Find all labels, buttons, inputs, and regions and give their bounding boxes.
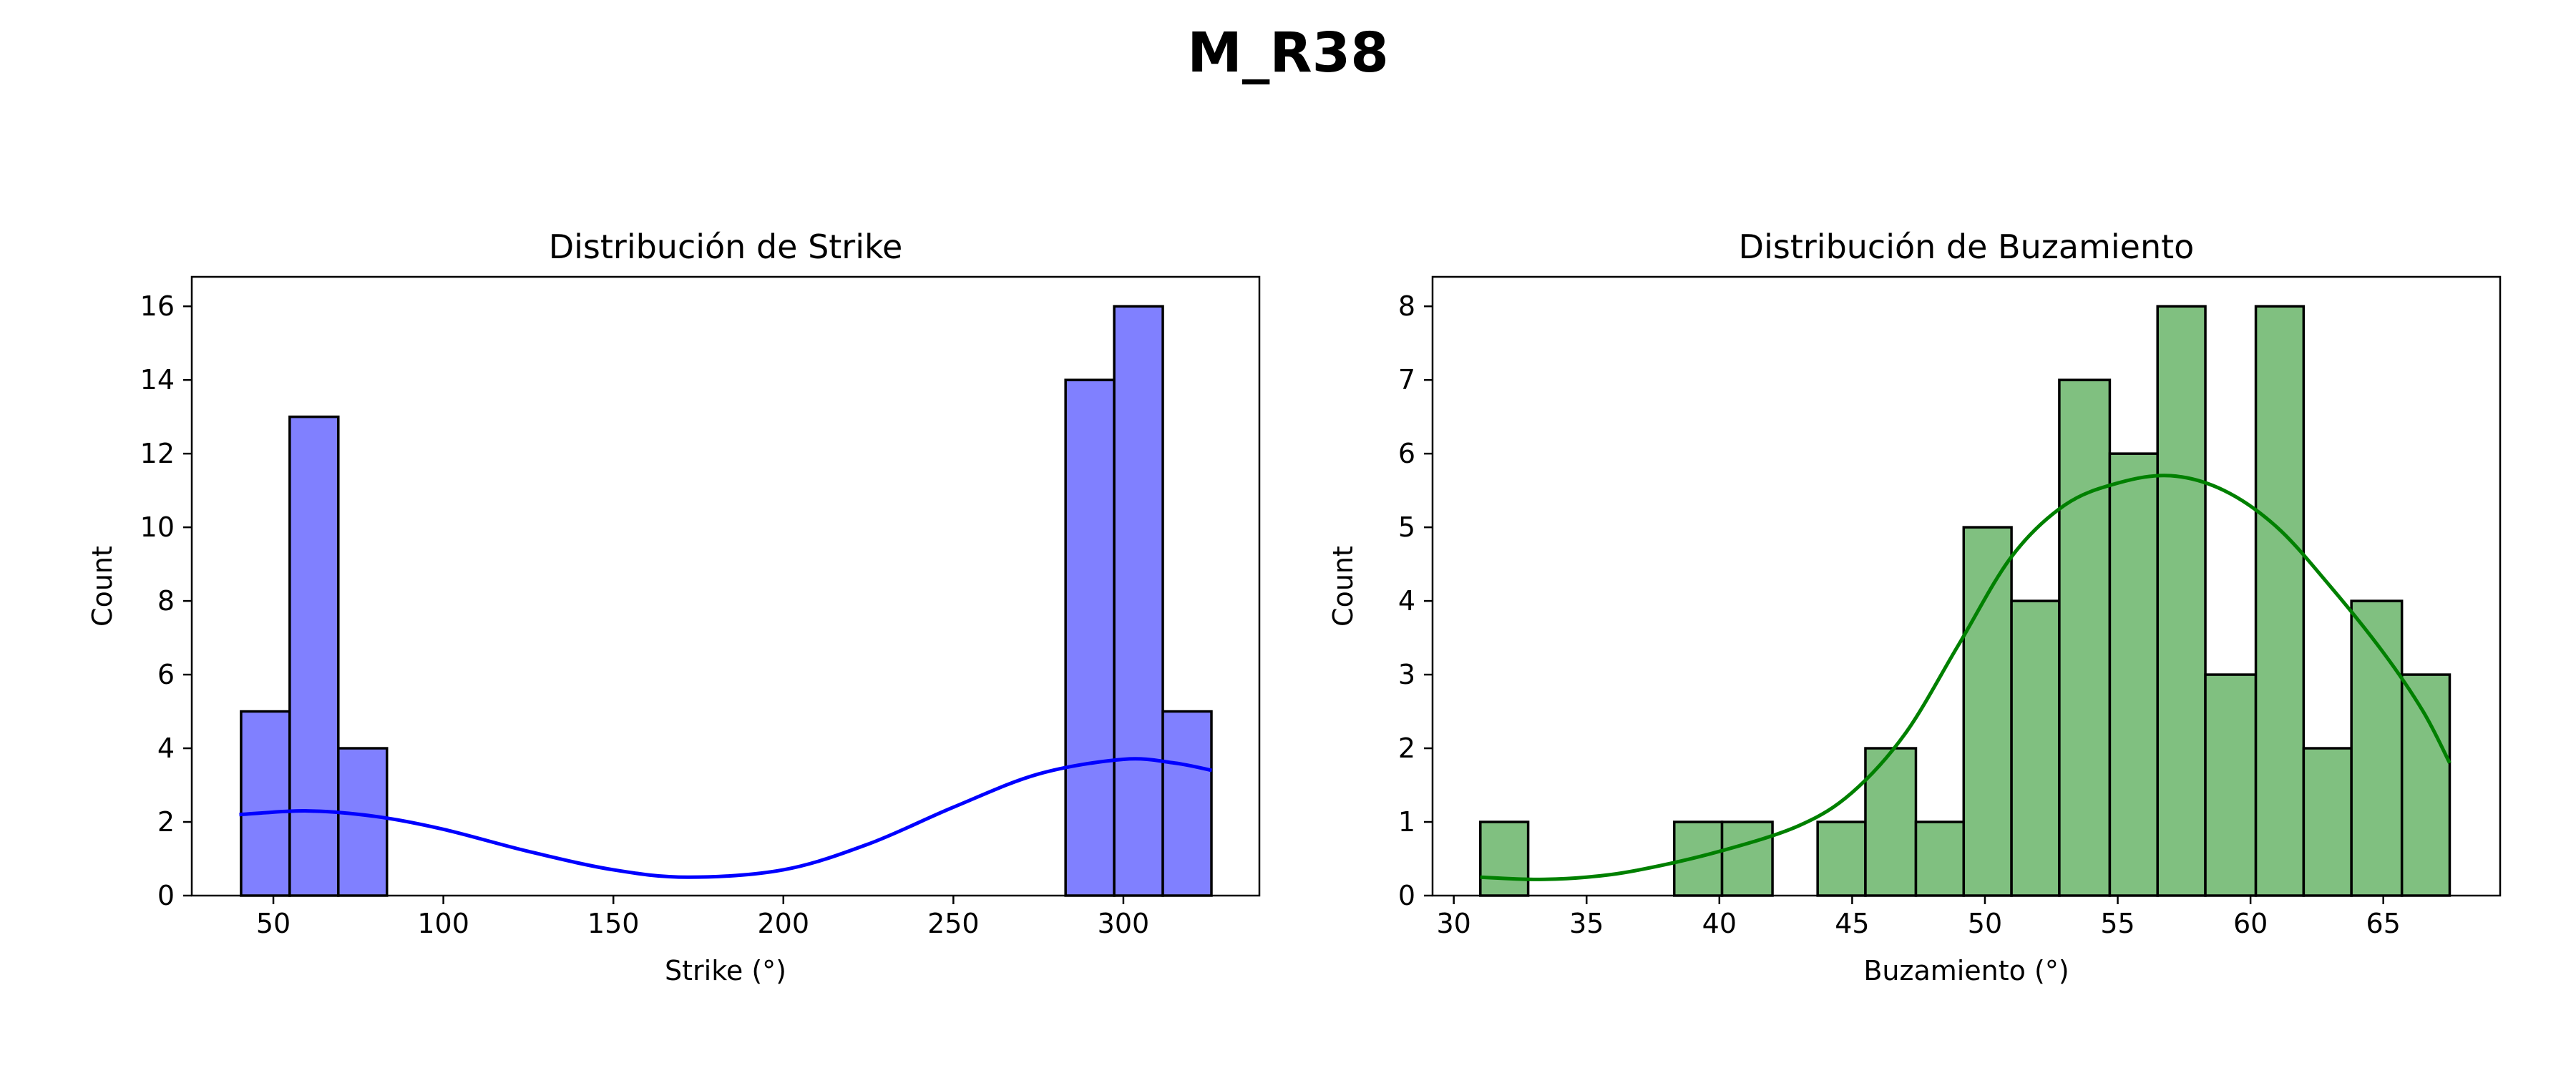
strike-histogram-panel: 50 100 150 200 250 300 0 2 4 6 8 10 12 14 16 Distribuci… xyxy=(87,227,1261,986)
strike-histogram-bar xyxy=(240,710,291,897)
strike-y-tick-label: 2 xyxy=(157,806,175,838)
buzamiento-y-tick-label: 1 xyxy=(1398,806,1415,838)
buzamiento-histogram-bar xyxy=(2204,673,2258,897)
buzamiento-histogram-bar xyxy=(1914,820,1966,897)
buzamiento-histogram-bar xyxy=(2156,305,2207,897)
buzamiento-x-tick-label: 55 xyxy=(2100,908,2135,939)
buzamiento-chart-title: Distribución de Buzamiento xyxy=(1739,227,2195,266)
strike-histogram-bar xyxy=(1064,378,1116,897)
strike-x-tick-label: 250 xyxy=(927,908,980,939)
buzamiento-y-tick-label: 4 xyxy=(1398,585,1415,617)
strike-y-tick-label: 8 xyxy=(157,585,175,617)
strike-y-tick-label: 0 xyxy=(157,880,175,911)
buzamiento-histogram-bar xyxy=(2108,452,2159,897)
buzamiento-histogram-bar xyxy=(2010,599,2061,897)
buzamiento-y-tick-label: 2 xyxy=(1398,733,1415,764)
buzamiento-histogram-bar xyxy=(1816,820,1867,897)
buzamiento-x-tick-label: 60 xyxy=(2233,908,2268,939)
strike-y-tick-label: 10 xyxy=(140,511,175,543)
buzamiento-histogram-bar xyxy=(2058,378,2112,897)
strike-y-tick-label: 12 xyxy=(140,438,175,469)
strike-y-tick-label: 16 xyxy=(140,290,175,322)
strike-histogram-bar xyxy=(288,415,340,897)
buzamiento-y-tick-label: 7 xyxy=(1398,364,1415,396)
figure-suptitle: M_R38 xyxy=(1187,21,1389,85)
buzamiento-x-tick-label: 65 xyxy=(2366,908,2401,939)
buzamiento-histogram-bar xyxy=(1479,820,1530,897)
buzamiento-y-tick-label: 6 xyxy=(1398,438,1415,469)
strike-y-tick-label: 4 xyxy=(157,733,175,764)
buzamiento-histogram-bar xyxy=(1962,526,2013,897)
strike-x-tick-label: 150 xyxy=(587,908,640,939)
buzamiento-y-tick-label: 0 xyxy=(1398,880,1415,911)
strike-x-axis-label: Strike (°) xyxy=(665,955,786,986)
strike-histogram-bar xyxy=(1161,710,1213,897)
buzamiento-histogram-bar xyxy=(2400,673,2451,897)
buzamiento-x-tick-label: 35 xyxy=(1569,908,1604,939)
strike-y-axis-label: Count xyxy=(87,546,118,627)
buzamiento-x-tick-label: 50 xyxy=(1968,908,2002,939)
buzamiento-axes-frame xyxy=(1431,275,2502,897)
buzamiento-histogram-bar xyxy=(2302,747,2353,897)
strike-histogram-bar xyxy=(337,747,389,897)
buzamiento-kde-line xyxy=(1480,474,2451,881)
buzamiento-histogram-bar xyxy=(1720,820,1774,897)
strike-x-tick-label: 300 xyxy=(1098,908,1150,939)
buzamiento-x-tick-label: 45 xyxy=(1835,908,1869,939)
strike-kde-line xyxy=(239,757,1212,879)
strike-x-tick-label: 50 xyxy=(256,908,291,939)
buzamiento-histogram-bar xyxy=(2254,305,2306,897)
buzamiento-x-tick-label: 40 xyxy=(1702,908,1737,939)
strike-x-tick-label: 200 xyxy=(758,908,810,939)
buzamiento-y-tick-label: 3 xyxy=(1398,659,1415,690)
buzamiento-x-tick-label: 30 xyxy=(1437,908,1471,939)
strike-x-tick-label: 100 xyxy=(417,908,469,939)
buzamiento-y-tick-label: 5 xyxy=(1398,511,1415,543)
strike-histogram-bar xyxy=(1113,305,1164,897)
strike-chart-title: Distribución de Strike xyxy=(549,227,903,266)
buzamiento-y-tick-label: 8 xyxy=(1398,290,1415,322)
strike-y-tick-label: 6 xyxy=(157,659,175,690)
buzamiento-x-axis-label: Buzamiento (°) xyxy=(1863,955,2069,986)
strike-axes-frame xyxy=(190,275,1261,897)
buzamiento-y-axis-label: Count xyxy=(1327,546,1359,627)
strike-y-tick-label: 14 xyxy=(140,364,175,396)
